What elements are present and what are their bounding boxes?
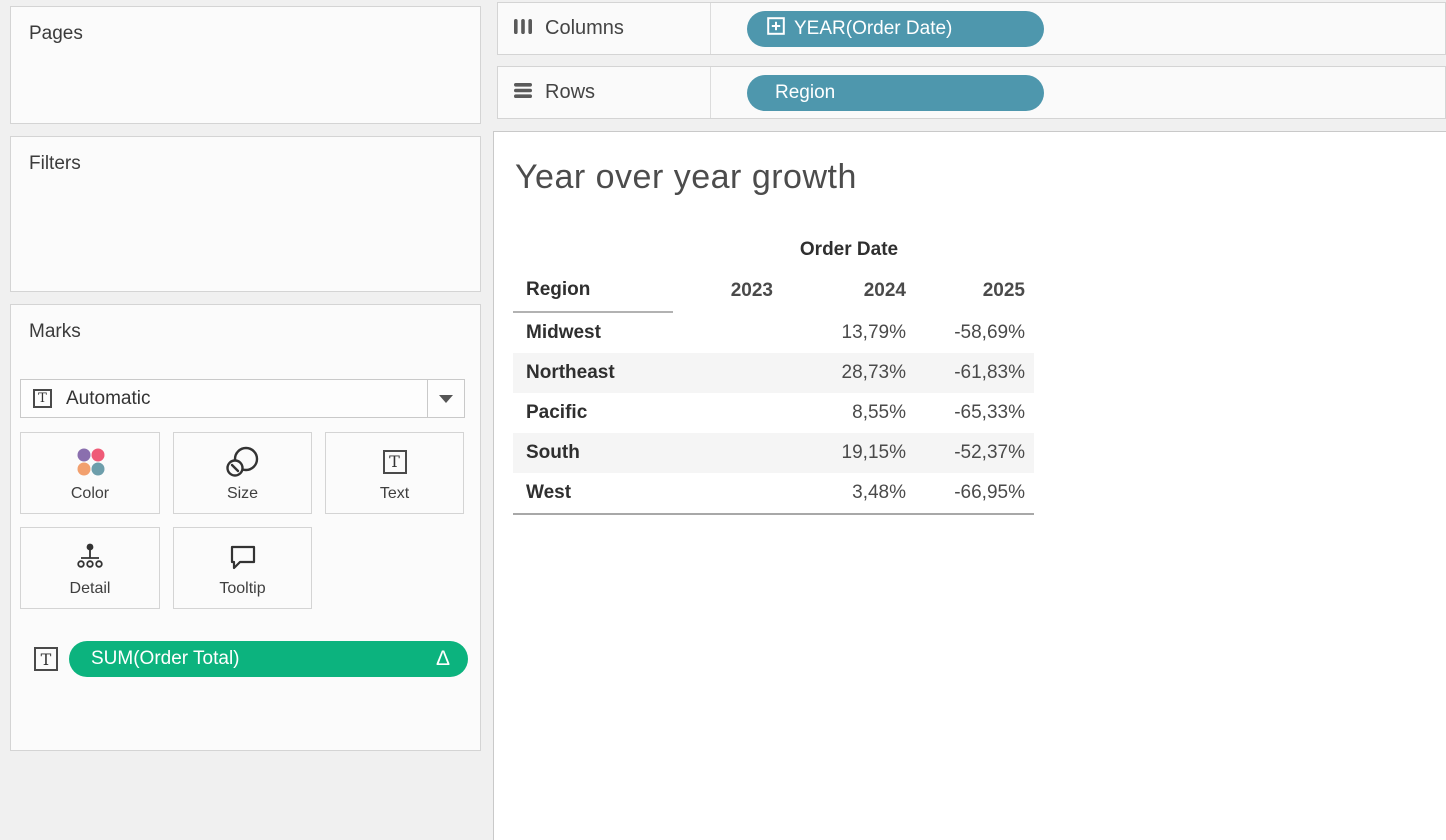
color-button[interactable]: Color: [20, 432, 160, 514]
mark-property-buttons: Color Size T Text: [20, 432, 464, 609]
detail-icon: [72, 539, 108, 575]
columns-shelf-label: Columns: [545, 17, 624, 39]
rows-pill-area[interactable]: Region: [711, 67, 1445, 118]
text-mark-icon: T: [34, 647, 58, 671]
tooltip-button-label: Tooltip: [219, 579, 266, 597]
color-button-label: Color: [70, 484, 110, 502]
row-header: South: [526, 442, 580, 463]
rows-icon: [513, 81, 533, 105]
mark-type-value: Automatic: [66, 387, 151, 409]
chevron-down-icon: [439, 394, 453, 403]
table-row[interactable]: West 3,48% -66,95%: [513, 473, 1034, 513]
cell-value: -65,33%: [954, 402, 1025, 423]
text-mark-icon: T: [33, 389, 52, 408]
measure-pill-sum-order-total[interactable]: SUM(Order Total) Δ: [69, 641, 468, 677]
table-bottom-rule: [513, 513, 1034, 515]
mark-type-dropdown[interactable]: T Automatic: [20, 379, 465, 418]
rows-shelf-head: Rows: [498, 67, 711, 118]
row-dimension-header: Region: [513, 269, 673, 313]
year-header-2024: 2024: [863, 280, 906, 301]
column-group-header: Order Date: [799, 239, 899, 260]
marks-card: Marks T Automatic Color: [10, 304, 481, 751]
expand-plus-icon: [767, 16, 785, 41]
dimension-pill-region[interactable]: Region: [747, 74, 1044, 111]
filters-shelf-title: Filters: [29, 153, 81, 174]
measure-pill-label: SUM(Order Total): [91, 648, 240, 669]
cell-value: -58,69%: [954, 322, 1025, 343]
cell-value: -66,95%: [954, 482, 1025, 503]
row-header: West: [526, 482, 572, 503]
row-header: Pacific: [526, 402, 588, 423]
columns-pill-label: YEAR(Order Date): [794, 17, 953, 39]
text-icon: T: [382, 444, 407, 480]
cell-value: 8,55%: [852, 402, 906, 423]
rows-shelf-label: Rows: [545, 81, 596, 103]
delta-icon: Δ: [435, 647, 450, 670]
pages-shelf[interactable]: Pages: [10, 6, 481, 124]
text-button-label: Text: [379, 484, 410, 502]
color-icon: [74, 444, 106, 480]
cell-value: -52,37%: [954, 442, 1025, 463]
tooltip-button[interactable]: Tooltip: [173, 527, 312, 609]
table-row[interactable]: South 19,15% -52,37%: [513, 433, 1034, 473]
size-icon: [225, 444, 261, 480]
crosstab-table: Order Date Region 2023 2024 2025 Midwest…: [513, 239, 1034, 515]
cell-value: 28,73%: [841, 362, 906, 383]
size-button[interactable]: Size: [173, 432, 312, 514]
table-header-row: Region 2023 2024 2025: [513, 269, 1034, 313]
marks-card-title: Marks: [29, 321, 81, 342]
columns-icon: [513, 17, 533, 41]
cell-value: 13,79%: [841, 322, 906, 343]
cell-value: -61,83%: [954, 362, 1025, 383]
detail-button-label: Detail: [69, 579, 111, 597]
row-header: Northeast: [526, 362, 615, 383]
row-header: Midwest: [526, 322, 601, 343]
detail-button[interactable]: Detail: [20, 527, 160, 609]
table-row[interactable]: Midwest 13,79% -58,69%: [513, 313, 1034, 353]
table-row[interactable]: Northeast 28,73% -61,83%: [513, 353, 1034, 393]
marks-pill-row: T SUM(Order Total) Δ: [34, 641, 468, 677]
tooltip-icon: [225, 539, 261, 575]
dimension-pill-year-order-date[interactable]: YEAR(Order Date): [747, 10, 1044, 47]
year-header-2025: 2025: [982, 280, 1025, 301]
cell-value: 3,48%: [852, 482, 906, 503]
columns-pill-area[interactable]: YEAR(Order Date): [711, 3, 1445, 54]
year-header-2023: 2023: [730, 280, 773, 301]
rows-pill-label: Region: [775, 81, 836, 103]
text-button[interactable]: T Text: [325, 432, 464, 514]
filters-shelf[interactable]: Filters: [10, 136, 481, 292]
size-button-label: Size: [226, 484, 259, 502]
worksheet-view: Year over year growth Order Date Region …: [493, 131, 1446, 840]
table-row[interactable]: Pacific 8,55% -65,33%: [513, 393, 1034, 433]
worksheet-title: Year over year growth: [515, 158, 857, 196]
columns-shelf: Columns YEAR(Order Date): [497, 2, 1446, 55]
pages-shelf-title: Pages: [29, 23, 83, 44]
mark-type-dropdown-button[interactable]: [427, 380, 464, 417]
rows-shelf: Rows Region: [497, 66, 1446, 119]
columns-shelf-head: Columns: [498, 3, 711, 54]
cell-value: 19,15%: [841, 442, 906, 463]
